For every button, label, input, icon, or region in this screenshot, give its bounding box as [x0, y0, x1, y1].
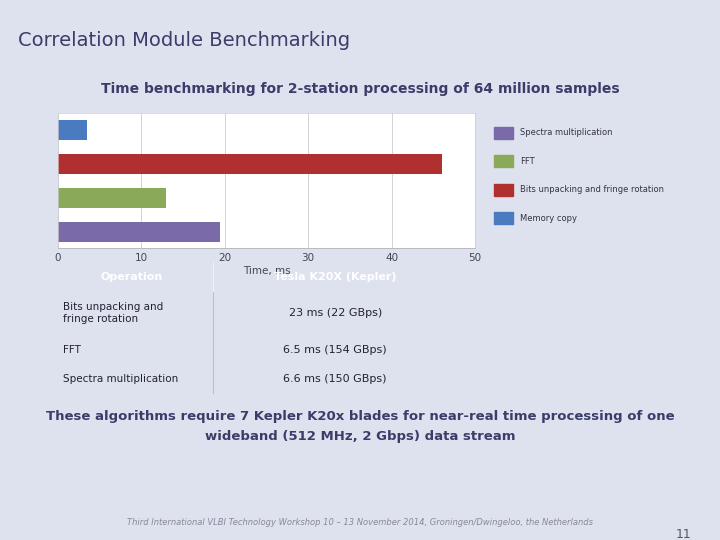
Bar — [58, 222, 220, 242]
Text: Correlation Module Benchmarking: Correlation Module Benchmarking — [18, 31, 350, 50]
Text: Operation: Operation — [101, 272, 163, 282]
Bar — [494, 212, 513, 224]
Text: Bits unpacking and fringe rotation: Bits unpacking and fringe rotation — [520, 185, 664, 194]
Bar — [58, 119, 87, 140]
Text: Spectra multiplication: Spectra multiplication — [63, 374, 178, 384]
Text: Tesla K20X (Kepler): Tesla K20X (Kepler) — [274, 272, 397, 282]
Bar — [494, 127, 513, 139]
Text: Bits unpacking and
fringe rotation: Bits unpacking and fringe rotation — [63, 302, 163, 324]
Text: wideband (512 MHz, 2 Gbps) data stream: wideband (512 MHz, 2 Gbps) data stream — [204, 429, 516, 443]
X-axis label: Time, ms: Time, ms — [243, 266, 290, 276]
Text: 23 ms (22 GBps): 23 ms (22 GBps) — [289, 308, 382, 318]
Bar — [494, 156, 513, 167]
Bar — [58, 153, 442, 174]
Bar — [494, 184, 513, 195]
Text: Time benchmarking for 2-station processing of 64 million samples: Time benchmarking for 2-station processi… — [101, 82, 619, 96]
Text: These algorithms require 7 Kepler K20x blades for near-real time processing of o: These algorithms require 7 Kepler K20x b… — [45, 410, 675, 423]
Bar — [58, 188, 166, 208]
Text: FFT: FFT — [63, 345, 81, 355]
Text: 11: 11 — [675, 528, 691, 540]
Text: Third International VLBI Technology Workshop 10 – 13 November 2014, Groningen/Dw: Third International VLBI Technology Work… — [127, 518, 593, 526]
Text: Memory copy: Memory copy — [520, 213, 577, 222]
Text: 6.6 ms (150 GBps): 6.6 ms (150 GBps) — [284, 374, 387, 384]
Text: FFT: FFT — [520, 157, 534, 166]
Text: Spectra multiplication: Spectra multiplication — [520, 129, 612, 138]
Text: 6.5 ms (154 GBps): 6.5 ms (154 GBps) — [284, 345, 387, 355]
